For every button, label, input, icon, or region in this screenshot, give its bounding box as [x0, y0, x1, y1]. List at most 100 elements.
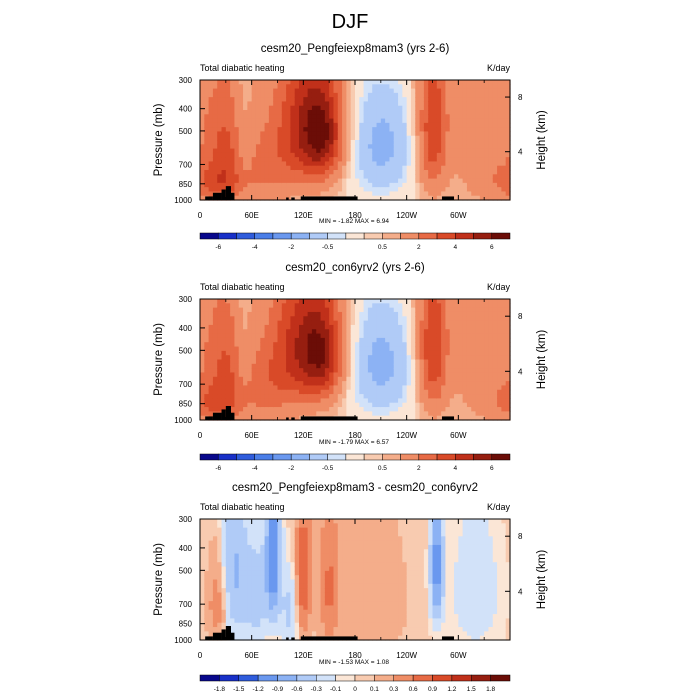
- heatmap-cell: [230, 398, 236, 404]
- heatmap-cell: [428, 355, 434, 361]
- heatmap-cell: [294, 402, 300, 408]
- heatmap-cell: [458, 372, 464, 378]
- heatmap-cell: [286, 614, 292, 619]
- heatmap-cell: [273, 389, 279, 395]
- heatmap-cell: [376, 402, 382, 408]
- heatmap-cell: [449, 363, 455, 369]
- heatmap-cell: [475, 355, 481, 361]
- heatmap-cell: [307, 127, 313, 133]
- heatmap-cell: [234, 596, 240, 602]
- heatmap-cell: [212, 622, 218, 628]
- colorbar-swatch: [199, 453, 219, 461]
- heatmap-cell: [299, 588, 304, 594]
- heatmap-cell: [492, 415, 498, 421]
- heatmap-cell: [204, 110, 210, 115]
- heatmap-cell: [462, 105, 468, 111]
- heatmap-cell: [208, 118, 214, 124]
- heatmap-cell: [367, 187, 373, 193]
- heatmap-cell: [260, 618, 266, 624]
- heatmap-cell: [497, 152, 502, 158]
- heatmap-cell: [247, 337, 253, 343]
- heatmap-cell: [346, 389, 352, 395]
- heatmap-cell: [324, 398, 330, 404]
- heatmap-cell: [260, 84, 266, 90]
- heatmap-cell: [337, 105, 343, 111]
- heatmap-cell: [311, 553, 317, 559]
- heatmap-cell: [251, 359, 257, 365]
- heatmap-cell: [320, 144, 326, 150]
- heatmap-cell: [402, 195, 408, 201]
- heatmap-cell: [367, 342, 373, 348]
- heatmap-cell: [225, 540, 231, 546]
- heatmap-cell: [355, 333, 360, 339]
- heatmap-cell: [380, 307, 386, 313]
- heatmap-cell: [363, 381, 369, 387]
- heatmap-cell: [380, 157, 386, 163]
- heatmap-cell: [466, 80, 472, 85]
- heatmap-cell: [230, 165, 236, 171]
- heatmap-cell: [432, 394, 438, 399]
- heatmap-cell: [458, 337, 464, 343]
- heatmap-cell: [307, 363, 313, 369]
- heatmap-cell: [320, 316, 326, 322]
- heatmap-cell: [475, 368, 481, 374]
- heatmap-cell: [243, 135, 248, 141]
- heatmap-cell: [273, 127, 279, 133]
- heatmap-cell: [363, 299, 369, 304]
- heatmap-cell: [458, 324, 464, 330]
- heatmap-cell: [458, 311, 464, 317]
- heatmap-cell: [359, 187, 365, 193]
- topography-block: [221, 189, 226, 200]
- heatmap-cell: [372, 187, 378, 193]
- heatmap-cell: [290, 140, 296, 145]
- heatmap-cell: [200, 536, 205, 542]
- heatmap-cell: [264, 411, 270, 417]
- heatmap-cell: [449, 394, 455, 399]
- heatmap-cell: [277, 363, 283, 369]
- heatmap-cell: [268, 157, 274, 163]
- heatmap-cell: [290, 536, 296, 542]
- heatmap-cell: [221, 316, 227, 322]
- heatmap-cell: [243, 178, 248, 184]
- heatmap-cell: [497, 415, 502, 421]
- heatmap-cell: [329, 333, 335, 339]
- heatmap-cell: [501, 161, 507, 167]
- heatmap-cell: [277, 350, 283, 356]
- heatmap-cell: [238, 389, 244, 395]
- heatmap-cell: [225, 140, 231, 145]
- heatmap-cell: [307, 350, 313, 356]
- heatmap-cell: [208, 131, 214, 137]
- heatmap-cell: [479, 131, 485, 137]
- heatmap-cell: [303, 609, 309, 615]
- heatmap-cell: [471, 191, 477, 197]
- heatmap-cell: [355, 385, 360, 391]
- heatmap-cell: [505, 415, 511, 421]
- heatmap-cell: [311, 618, 317, 624]
- heatmap-cell: [415, 337, 421, 343]
- heatmap-cell: [454, 88, 459, 94]
- heatmap-cell: [212, 127, 218, 133]
- heatmap-cell: [311, 592, 317, 598]
- heatmap-cell: [380, 389, 386, 395]
- heatmap-cell: [479, 88, 485, 94]
- heatmap-cell: [251, 324, 257, 330]
- heatmap-cell: [234, 131, 240, 137]
- heatmap-cell: [359, 157, 365, 163]
- heatmap-cell: [264, 157, 270, 163]
- heatmap-cell: [299, 557, 304, 563]
- heatmap-cell: [251, 191, 257, 197]
- heatmap-cell: [264, 148, 270, 154]
- heatmap-cell: [286, 622, 292, 628]
- heatmap-cell: [251, 363, 257, 369]
- heatmap-cell: [346, 170, 352, 175]
- heatmap-cell: [247, 411, 253, 417]
- heatmap-cell: [492, 303, 498, 309]
- heatmap-cell: [402, 178, 408, 184]
- heatmap-cell: [406, 342, 412, 348]
- heatmap-cell: [273, 415, 279, 421]
- heatmap-cell: [303, 402, 309, 408]
- heatmap-cell: [406, 333, 412, 339]
- heatmap-cell: [320, 174, 326, 180]
- heatmap-cell: [303, 398, 309, 404]
- heatmap-cell: [324, 127, 330, 133]
